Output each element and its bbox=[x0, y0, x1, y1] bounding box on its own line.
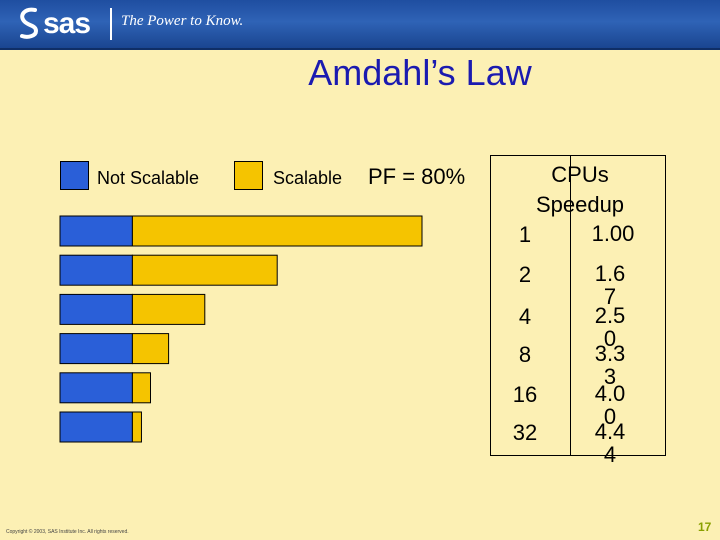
bar-scalable-32-cpus bbox=[131, 411, 142, 443]
bar-not-scalable-1-cpus bbox=[59, 215, 133, 247]
slide-title: Amdahl’s Law bbox=[308, 52, 532, 93]
tagline: The Power to Know. bbox=[121, 13, 244, 29]
bar-not-scalable-8-cpus bbox=[59, 333, 133, 365]
table-cell-cpus: 16 bbox=[512, 382, 538, 407]
legend-label-not-scalable: Not Scalable bbox=[97, 168, 200, 188]
bar-scalable-8-cpus bbox=[131, 333, 170, 365]
table-header-speedup: Speedup bbox=[535, 192, 625, 217]
sas-logo-mark-icon bbox=[20, 7, 39, 39]
table-cell-speedup: 1.00 bbox=[591, 221, 635, 246]
table-cell-cpus: 8 bbox=[518, 342, 532, 367]
bar-not-scalable-16-cpus bbox=[59, 372, 133, 404]
bar-not-scalable-32-cpus bbox=[59, 411, 133, 443]
bar-scalable-4-cpus bbox=[131, 293, 206, 325]
header-divider bbox=[110, 8, 112, 40]
bar-scalable-1-cpus bbox=[131, 215, 423, 247]
table-cell-speedup: 4.44 bbox=[594, 419, 626, 467]
table-cell-cpus: 32 bbox=[512, 420, 538, 445]
table-column-separator bbox=[570, 155, 571, 456]
table-cell-cpus: 1 bbox=[518, 222, 532, 247]
sas-logo-text: sas bbox=[43, 7, 91, 40]
pf-label: PF = 80% bbox=[368, 164, 466, 189]
bar-scalable-2-cpus bbox=[131, 254, 278, 286]
sas-logo: sas bbox=[16, 6, 91, 42]
table-cell-speedup: 1.67 bbox=[594, 261, 626, 309]
copyright-notice: Copyright © 2003, SAS Institute Inc. All… bbox=[6, 529, 129, 535]
table-cell-speedup: 3.33 bbox=[594, 341, 626, 389]
bar-not-scalable-4-cpus bbox=[59, 293, 133, 325]
legend-label-scalable: Scalable bbox=[273, 168, 343, 188]
legend-swatch-scalable bbox=[234, 161, 263, 190]
table-header-cpus: CPUs bbox=[551, 162, 609, 187]
table-cell-cpus: 4 bbox=[518, 304, 532, 329]
table-cell-cpus: 2 bbox=[518, 262, 532, 287]
bar-scalable-16-cpus bbox=[131, 372, 151, 404]
speedup-table bbox=[490, 155, 666, 456]
bar-not-scalable-2-cpus bbox=[59, 254, 133, 286]
table-cell-speedup: 2.50 bbox=[594, 303, 626, 351]
legend-swatch-not-scalable bbox=[60, 161, 89, 190]
page-number: 17 bbox=[698, 520, 712, 534]
header-bar: sas The Power to Know. bbox=[0, 0, 720, 50]
table-cell-speedup: 4.00 bbox=[594, 381, 626, 429]
